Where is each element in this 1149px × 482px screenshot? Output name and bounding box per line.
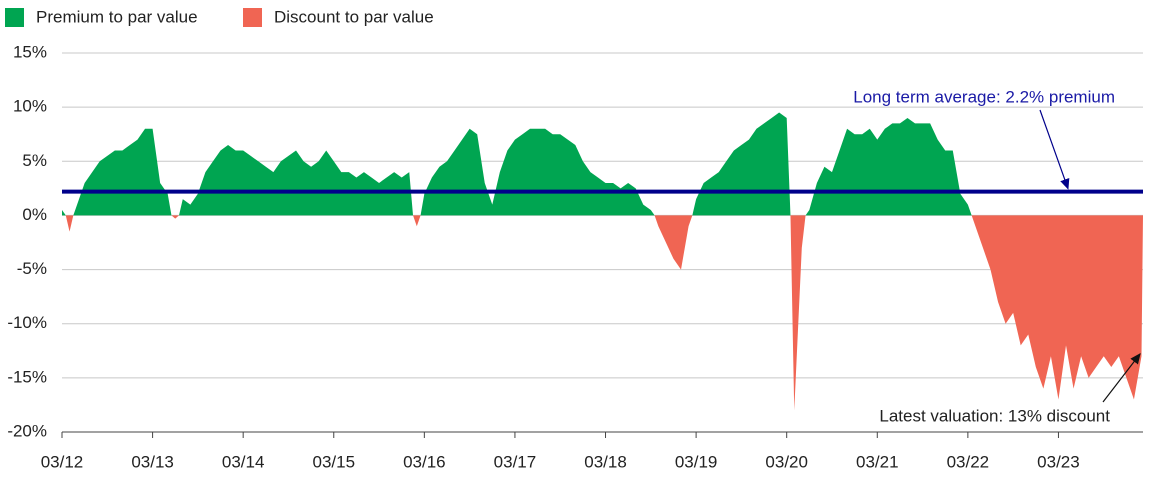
area bbox=[420, 128, 655, 216]
area bbox=[179, 145, 414, 216]
x-tick-label: 03/12 bbox=[41, 452, 84, 471]
x-tick-label: 03/18 bbox=[584, 452, 627, 471]
legend-label: Discount to par value bbox=[274, 7, 434, 26]
area bbox=[62, 210, 66, 216]
y-tick-label: -5% bbox=[17, 259, 47, 278]
x-tick-label: 03/15 bbox=[312, 452, 355, 471]
x-tick-label: 03/23 bbox=[1037, 452, 1080, 471]
x-tick-label: 03/16 bbox=[403, 452, 446, 471]
y-tick-label: -15% bbox=[7, 367, 47, 386]
y-tick-label: 5% bbox=[22, 151, 47, 170]
x-tick-label: 03/14 bbox=[222, 452, 265, 471]
area bbox=[654, 215, 693, 270]
y-tick-label: -20% bbox=[7, 421, 47, 440]
x-tick-label: 03/20 bbox=[765, 452, 808, 471]
area bbox=[73, 128, 172, 216]
area bbox=[805, 117, 972, 216]
area bbox=[790, 215, 806, 411]
area bbox=[171, 215, 180, 219]
average-label: Long term average: 2.2% premium bbox=[853, 87, 1115, 106]
area bbox=[413, 215, 421, 227]
legend-label: Premium to par value bbox=[36, 7, 198, 26]
x-tick-label: 03/22 bbox=[947, 452, 990, 471]
x-tick-label: 03/19 bbox=[675, 452, 718, 471]
y-tick-label: 15% bbox=[13, 42, 47, 61]
legend-swatch bbox=[243, 8, 262, 27]
y-tick-label: 10% bbox=[13, 97, 47, 116]
area bbox=[692, 112, 791, 216]
y-tick-label: 0% bbox=[22, 205, 47, 224]
annotation-arrow bbox=[1102, 353, 1141, 403]
x-tick-label: 03/21 bbox=[856, 452, 899, 471]
x-tick-label: 03/13 bbox=[131, 452, 174, 471]
y-tick-label: -10% bbox=[7, 313, 47, 332]
annotation-arrow bbox=[1039, 109, 1070, 190]
area bbox=[971, 215, 1143, 400]
x-tick-label: 03/17 bbox=[494, 452, 537, 471]
area bbox=[65, 215, 74, 232]
latest-annotation: Latest valuation: 13% discount bbox=[879, 406, 1110, 425]
legend-swatch bbox=[5, 8, 24, 27]
